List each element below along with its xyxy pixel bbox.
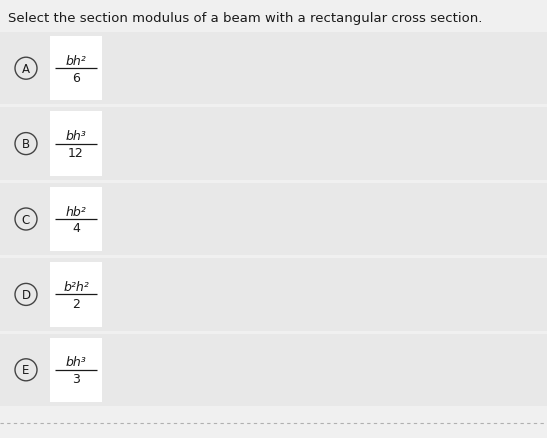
Text: A: A xyxy=(22,63,30,75)
Bar xyxy=(0,33,547,105)
Bar xyxy=(0,108,547,180)
Bar xyxy=(50,263,102,327)
Text: bh²: bh² xyxy=(66,55,86,67)
Bar xyxy=(0,184,547,256)
Text: bh³: bh³ xyxy=(66,356,86,368)
Bar xyxy=(50,187,102,251)
Text: 6: 6 xyxy=(72,71,80,85)
Text: D: D xyxy=(21,288,31,301)
Text: Select the section modulus of a beam with a rectangular cross section.: Select the section modulus of a beam wit… xyxy=(8,12,482,25)
Text: b²h²: b²h² xyxy=(63,280,89,293)
Text: 2: 2 xyxy=(72,297,80,310)
Bar xyxy=(0,334,547,406)
Bar xyxy=(50,112,102,177)
Bar xyxy=(50,338,102,402)
Text: hb²: hb² xyxy=(66,205,86,218)
Bar xyxy=(0,258,547,331)
Text: C: C xyxy=(22,213,30,226)
Text: E: E xyxy=(22,364,30,376)
Text: 3: 3 xyxy=(72,372,80,385)
Text: bh³: bh³ xyxy=(66,130,86,143)
Text: B: B xyxy=(22,138,30,151)
Text: 4: 4 xyxy=(72,222,80,235)
Text: 12: 12 xyxy=(68,147,84,160)
Bar xyxy=(50,37,102,101)
